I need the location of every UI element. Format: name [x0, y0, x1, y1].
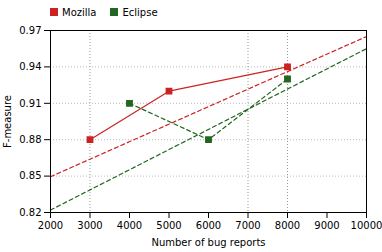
- svg-text:Number of bug reports: Number of bug reports: [151, 237, 265, 248]
- svg-text:5000: 5000: [156, 220, 181, 231]
- svg-text:2000: 2000: [38, 220, 63, 231]
- svg-text:10000: 10000: [351, 220, 382, 231]
- svg-text:0.88: 0.88: [19, 134, 41, 145]
- svg-text:0.85: 0.85: [19, 170, 41, 181]
- svg-text:0.82: 0.82: [19, 207, 41, 218]
- svg-text:8000: 8000: [275, 220, 300, 231]
- svg-text:3000: 3000: [77, 220, 102, 231]
- svg-text:9000: 9000: [314, 220, 339, 231]
- svg-text:0.91: 0.91: [19, 98, 41, 109]
- svg-text:0.94: 0.94: [19, 61, 41, 72]
- svg-text:7000: 7000: [235, 220, 260, 231]
- html-text:Eclipse: Eclipse: [122, 6, 158, 18]
- svg-text:0.97: 0.97: [19, 25, 41, 36]
- svg-text:4000: 4000: [117, 220, 142, 231]
- html-text:Mozilla: Mozilla: [62, 6, 97, 18]
- svg-text:6000: 6000: [196, 220, 221, 231]
- svg-text:F-measure: F-measure: [2, 95, 13, 148]
